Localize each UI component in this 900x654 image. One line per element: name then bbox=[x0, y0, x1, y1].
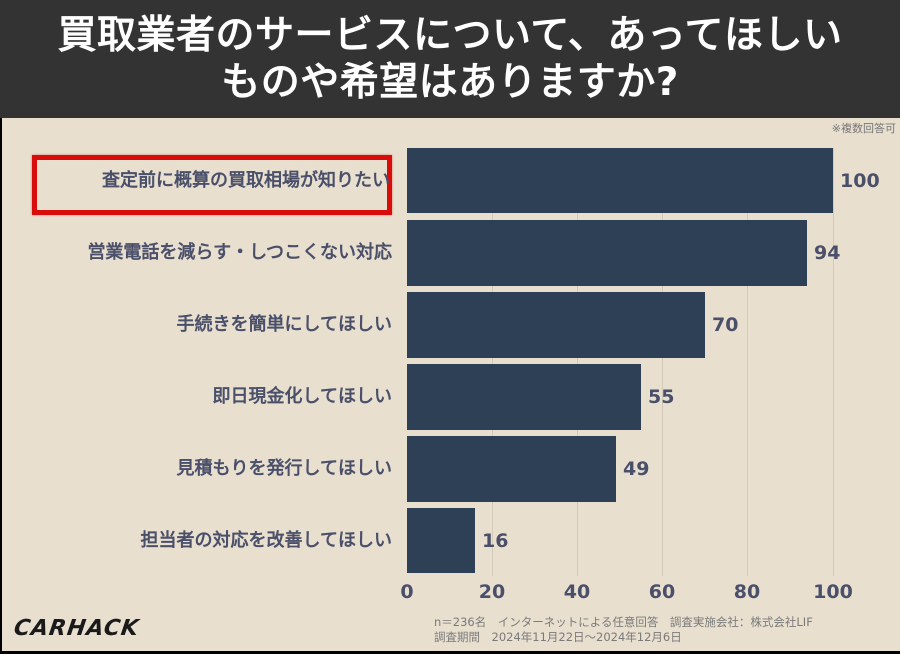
bar-5 bbox=[407, 508, 475, 573]
category-label: 査定前に概算の買取相場が知りたい bbox=[102, 170, 390, 191]
multiple-answer-note: ※複数回答可 bbox=[831, 122, 896, 135]
bar-1 bbox=[407, 220, 807, 286]
category-label: 手続きを簡単にしてほしい bbox=[176, 314, 392, 335]
bar-0 bbox=[407, 148, 833, 213]
chart-panel: ※複数回答可 査定前に概算の買取相場が知りたい 営業電話を減らす・しつこくない対… bbox=[2, 118, 900, 651]
survey-footnote: n＝236名 インターネットによる任意回答 調査実施会社：株式会社LIF 調査期… bbox=[434, 615, 813, 645]
gridline-100 bbox=[833, 148, 834, 576]
x-tick: 80 bbox=[733, 581, 761, 603]
gridline-20 bbox=[492, 148, 493, 576]
carhack-logo: CARHACK bbox=[12, 616, 141, 641]
category-label: 営業電話を減らす・しつこくない対応 bbox=[87, 242, 392, 263]
bar-4 bbox=[407, 436, 616, 502]
gridline-40 bbox=[577, 148, 578, 576]
bar-2 bbox=[407, 292, 705, 358]
value-label: 49 bbox=[623, 458, 650, 480]
x-tick: 60 bbox=[648, 581, 676, 603]
value-label: 94 bbox=[814, 242, 841, 264]
gridline-60 bbox=[662, 148, 663, 576]
value-label: 70 bbox=[712, 314, 739, 336]
value-label: 55 bbox=[648, 386, 675, 408]
x-tick: 0 bbox=[400, 581, 414, 603]
survey-period: 調査期間 2024年11月22日～2024年12月6日 bbox=[434, 630, 682, 644]
x-tick: 20 bbox=[478, 581, 506, 603]
gridline-80 bbox=[747, 148, 748, 576]
category-label: 見積もりを発行してほしい bbox=[176, 458, 392, 479]
highlight-box bbox=[32, 155, 392, 215]
value-label: 100 bbox=[840, 170, 880, 192]
survey-method: n＝236名 インターネットによる任意回答 調査実施会社：株式会社LIF bbox=[434, 615, 813, 629]
category-label: 担当者の対応を改善してほしい bbox=[140, 530, 392, 551]
category-label: 即日現金化してほしい bbox=[212, 386, 392, 407]
bar-3 bbox=[407, 364, 641, 430]
title-line-2: ものや希望はありますか? bbox=[221, 60, 679, 105]
x-tick: 100 bbox=[813, 581, 853, 603]
value-label: 16 bbox=[482, 530, 509, 552]
chart-title: 買取業者のサービスについて、あってほしい ものや希望はありますか? bbox=[0, 0, 900, 118]
x-tick: 40 bbox=[563, 581, 591, 603]
title-line-1: 買取業者のサービスについて、あってほしい bbox=[57, 13, 843, 58]
